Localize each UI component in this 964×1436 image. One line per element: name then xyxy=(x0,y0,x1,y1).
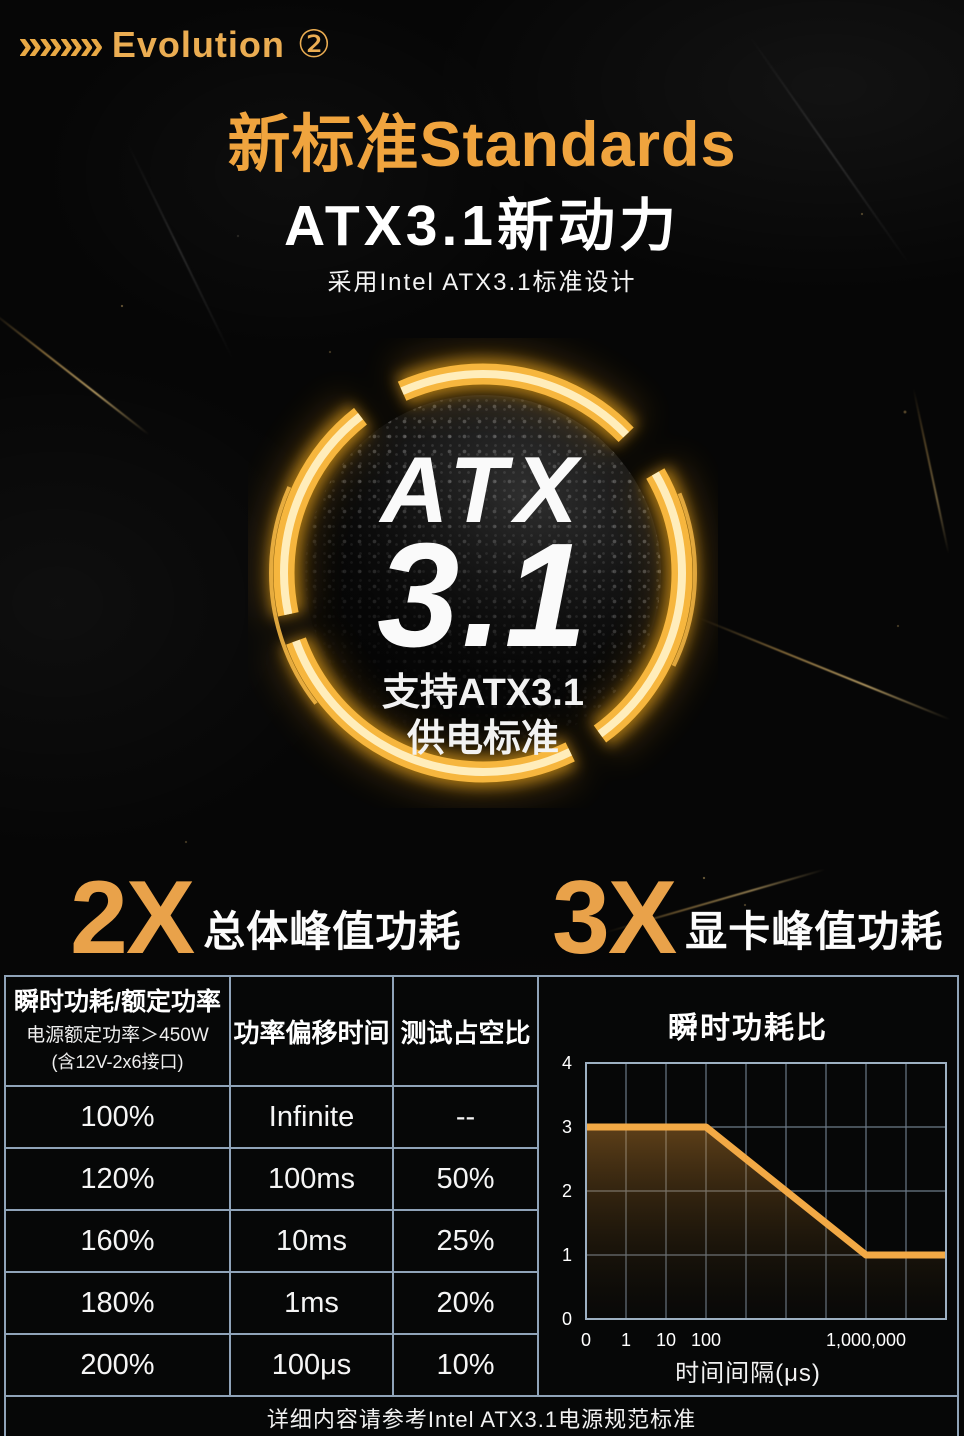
headline-gold: 新标准Standards xyxy=(227,110,737,180)
headline-subtitle: 采用Intel ATX3.1标准设计 xyxy=(327,269,637,296)
multiplier-total-peak: 2X 总体峰值功耗 xyxy=(70,860,462,976)
multiplier-3x-label: 显卡峰值功耗 xyxy=(685,908,944,956)
badge-support-text: 支持ATX3.1 供电标准 xyxy=(382,670,584,763)
power-ratio-plot: 0 1 2 3 4 0 1 10 100 1,000,000 xyxy=(562,1055,947,1350)
svg-text:0: 0 xyxy=(581,1330,591,1350)
headline-white: ATX3.1新动力 xyxy=(283,194,680,258)
table-row-cell: 200% xyxy=(6,1335,229,1395)
table-row-cell: 10ms xyxy=(231,1211,392,1271)
multiplier-gpu-peak: 3X 显卡峰值功耗 xyxy=(552,860,944,976)
table-row-cell: 100ms xyxy=(231,1149,392,1209)
badge-version-text: 3.1 xyxy=(377,512,589,678)
svg-text:0: 0 xyxy=(562,1309,572,1329)
circled-number: ② xyxy=(296,24,331,66)
header-subtitle-2: (含12V-2x6接口) xyxy=(51,1051,184,1072)
chart-cell: 瞬时功耗比 0 1 2 3 4 0 1 10 100 1,000,000 时间间隔(μs) xyxy=(539,977,957,1395)
glow-ring xyxy=(255,345,711,801)
footer-note-cell: 详细内容请参考Intel ATX3.1电源规范标准 xyxy=(6,1397,957,1436)
table-row-cell: 160% xyxy=(6,1211,229,1271)
table-header-excursion-time: 功率偏移时间 xyxy=(231,977,392,1085)
svg-text:2: 2 xyxy=(562,1181,572,1201)
evolution-header: »»»» Evolution ② xyxy=(18,22,331,67)
multiplier-2x-value: 2X xyxy=(70,860,195,976)
table-row-cell: 100μs xyxy=(231,1335,392,1395)
header-title: 瞬时功耗/额定功率 xyxy=(14,988,221,1017)
badge-text-block: ATX 3.1 支持ATX3.1 供电标准 xyxy=(248,338,718,808)
chevrons-icon: »»»» xyxy=(18,19,104,69)
badge-atx-text: ATX xyxy=(380,437,586,542)
evolution-label: Evolution xyxy=(111,23,285,65)
table-row-cell: Infinite xyxy=(231,1087,392,1147)
chart-title: 瞬时功耗比 xyxy=(668,1012,828,1045)
svg-text:1: 1 xyxy=(562,1245,572,1265)
badge-inner-disc xyxy=(305,395,661,751)
spec-table: 瞬时功耗/额定功率 电源额定功率＞450W (含12V-2x6接口) 功率偏移时… xyxy=(4,975,959,1436)
svg-text:3: 3 xyxy=(562,1117,572,1137)
svg-text:1,000,000: 1,000,000 xyxy=(826,1330,906,1350)
badge-support-line1: 支持ATX3.1 xyxy=(381,671,584,714)
table-row-cell: -- xyxy=(394,1087,537,1147)
table-header-power-ratio: 瞬时功耗/额定功率 电源额定功率＞450W (含12V-2x6接口) xyxy=(6,977,229,1085)
table-row-cell: 1ms xyxy=(231,1273,392,1333)
svg-text:10: 10 xyxy=(656,1330,676,1350)
table-row-cell: 10% xyxy=(394,1335,537,1395)
svg-text:4: 4 xyxy=(562,1055,572,1073)
table-header-duty-cycle: 测试占空比 xyxy=(394,977,537,1085)
chart-x-axis-label: 时间间隔(μs) xyxy=(675,1360,821,1387)
footer-note-text: 详细内容请参考Intel ATX3.1电源规范标准 xyxy=(266,1406,697,1432)
table-row-cell: 25% xyxy=(394,1211,537,1271)
table-row-cell: 180% xyxy=(6,1273,229,1333)
atx-badge: ATX 3.1 支持ATX3.1 供电标准 xyxy=(248,338,718,808)
badge-support-line2: 供电标准 xyxy=(406,718,559,761)
svg-text:1: 1 xyxy=(621,1330,631,1350)
multiplier-2x-label: 总体峰值功耗 xyxy=(203,908,462,956)
table-row-cell: 20% xyxy=(394,1273,537,1333)
table-row-cell: 120% xyxy=(6,1149,229,1209)
table-row-cell: 50% xyxy=(394,1149,537,1209)
table-row-cell: 100% xyxy=(6,1087,229,1147)
header-subtitle-1: 电源额定功率＞450W xyxy=(26,1024,209,1046)
svg-text:100: 100 xyxy=(691,1330,721,1350)
multiplier-3x-value: 3X xyxy=(552,860,677,976)
